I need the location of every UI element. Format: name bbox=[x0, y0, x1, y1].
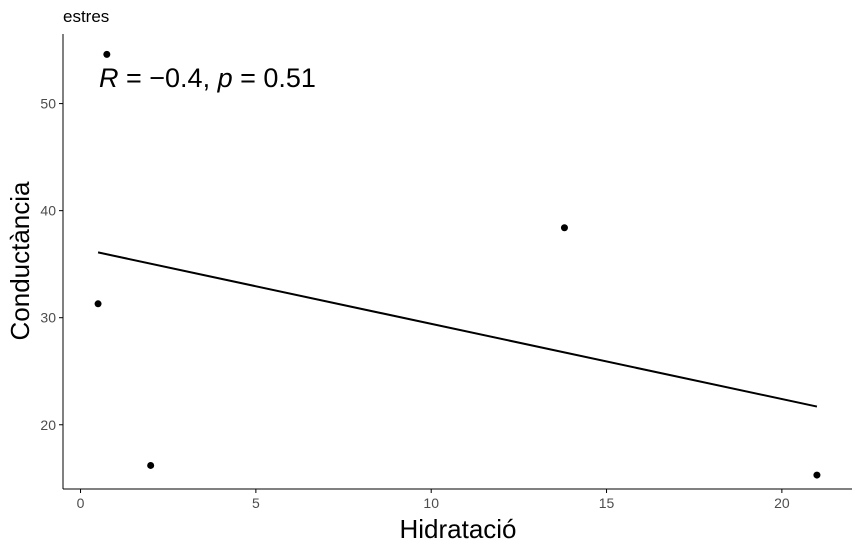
facet-title: estres bbox=[63, 7, 109, 26]
x-tick-label: 5 bbox=[252, 495, 260, 511]
x-tick-label: 0 bbox=[77, 495, 85, 511]
y-axis-ticks: 20 30 40 50 bbox=[40, 96, 63, 433]
annotation-r-symbol: R bbox=[99, 63, 119, 93]
plot-marks bbox=[94, 50, 821, 479]
annotation-p-symbol: p bbox=[217, 63, 233, 93]
y-tick-label: 30 bbox=[40, 310, 56, 326]
annotation-r-text: = −0.4, bbox=[119, 63, 218, 93]
x-tick-label: 10 bbox=[423, 495, 439, 511]
regression-line bbox=[97, 251, 818, 408]
data-point bbox=[560, 224, 568, 232]
data-point bbox=[103, 50, 111, 58]
annotation-p-text: = 0.51 bbox=[233, 63, 316, 93]
x-axis-title: Hidratació bbox=[399, 514, 516, 544]
x-axis-ticks: 0 5 10 15 20 bbox=[77, 489, 790, 511]
x-tick-label: 15 bbox=[599, 495, 615, 511]
data-point bbox=[94, 300, 102, 308]
y-tick-label: 40 bbox=[40, 203, 56, 219]
y-tick-label: 20 bbox=[40, 417, 56, 433]
x-tick-label: 20 bbox=[774, 495, 790, 511]
data-point bbox=[147, 461, 155, 469]
y-axis-title: Conductància bbox=[5, 181, 35, 341]
data-point bbox=[813, 471, 821, 479]
y-tick-label: 50 bbox=[40, 96, 56, 112]
correlation-annotation: R = −0.4, p = 0.51 bbox=[99, 63, 316, 93]
